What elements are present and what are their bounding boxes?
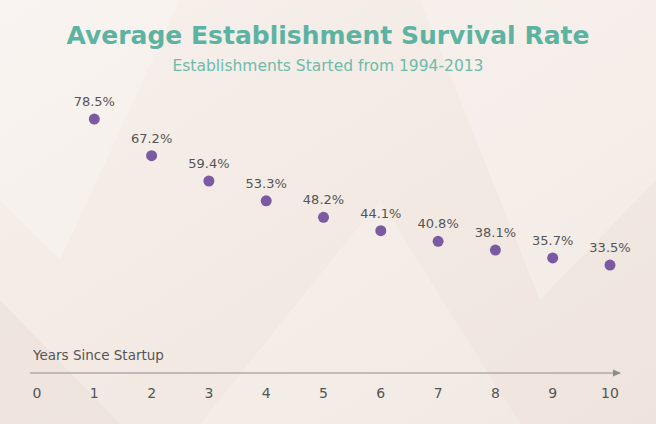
data-label: 53.3% (246, 176, 287, 191)
x-tick-label: 3 (204, 385, 213, 401)
x-tick-label: 2 (147, 385, 156, 401)
chart-container: Average Establishment Survival Rate Estab… (0, 0, 656, 424)
chart-svg: Average Establishment Survival Rate Estab… (0, 0, 656, 424)
x-tick-label: 9 (548, 385, 557, 401)
data-label: 35.7% (532, 233, 573, 248)
data-label: 44.1% (360, 206, 401, 221)
point (89, 114, 100, 125)
point (490, 245, 501, 256)
point (318, 212, 329, 223)
x-axis-line (30, 373, 620, 374)
x-tick-label: 8 (491, 385, 500, 401)
x-tick-label: 4 (262, 385, 271, 401)
title: Average Establishment Survival Rate (67, 21, 590, 50)
data-label: 40.8% (417, 216, 458, 231)
point (203, 176, 214, 187)
subtitle: Establishments Started from 1994-2013 (173, 57, 484, 75)
point (433, 236, 444, 247)
points-group (89, 114, 616, 271)
data-label: 67.2% (131, 131, 172, 146)
data-label: 38.1% (475, 225, 516, 240)
x-tick-label: 0 (33, 385, 42, 401)
x-tick-label: 10 (601, 385, 619, 401)
x-tick-label: 6 (376, 385, 385, 401)
point (261, 195, 272, 206)
x-tick-label: 1 (90, 385, 99, 401)
point (547, 252, 558, 263)
point (605, 260, 616, 271)
point (146, 150, 157, 161)
x-axis-arrow (613, 370, 621, 377)
background (0, 0, 656, 424)
data-label: 48.2% (303, 192, 344, 207)
data-label: 59.4% (188, 156, 229, 171)
page: {"chart_data": {"type": "scatter", "titl… (0, 0, 656, 424)
bg-shape (200, 200, 520, 424)
x-axis-label: Years Since Startup (32, 347, 164, 363)
data-label: 33.5% (589, 240, 630, 255)
x-tick-label: 7 (434, 385, 443, 401)
point (375, 225, 386, 236)
labels-group: 78.5% 67.2% 59.4% 53.3% 48.2% 44.1% 40.8% 38.1%… (74, 94, 631, 255)
data-label: 78.5% (74, 94, 115, 109)
x-tick-label: 5 (319, 385, 328, 401)
